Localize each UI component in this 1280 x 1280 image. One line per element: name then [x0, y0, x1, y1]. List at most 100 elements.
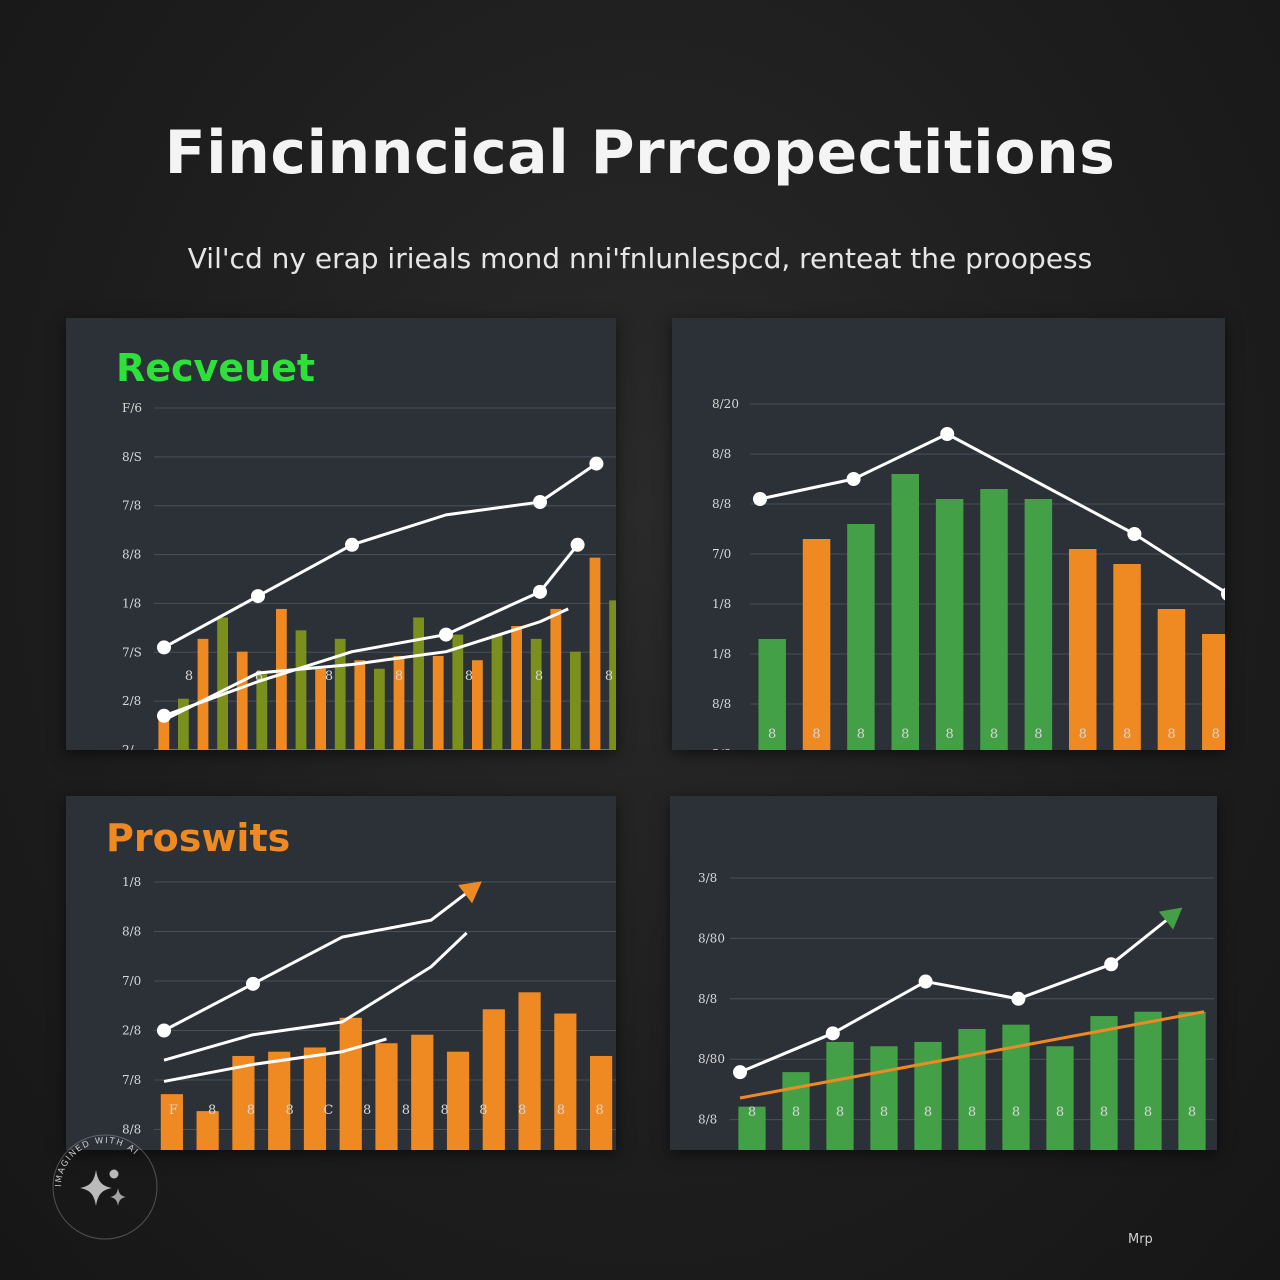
- x-tick-label: 8: [924, 1105, 932, 1120]
- bar: [1024, 499, 1053, 750]
- bar: [1068, 549, 1097, 750]
- bar: [550, 608, 562, 750]
- trend-marker: [753, 492, 767, 506]
- revenue-chart: F/6 8/S 7/8 8/8 1/8 7/S 2/8 2/8 8 8 8 8 8 8: [122, 401, 616, 750]
- bar: [158, 720, 170, 750]
- bar: [295, 630, 307, 750]
- sparkle-icon: [80, 1170, 112, 1206]
- bar: [197, 638, 209, 750]
- x-tick-label: 8: [1144, 1105, 1152, 1120]
- x-tick-label: 8: [325, 669, 333, 684]
- x-tick-label: 8: [812, 727, 820, 742]
- bar: [217, 617, 228, 750]
- x-tick-label: 8: [285, 1103, 293, 1118]
- y-tick-label: 2/8: [122, 694, 141, 708]
- bar: [411, 1034, 434, 1150]
- bar: [980, 489, 1008, 750]
- bar: [1046, 1046, 1074, 1150]
- x-tick-label: 8: [1167, 727, 1175, 742]
- trend-marker: [157, 708, 171, 723]
- trend-marker: [246, 976, 260, 991]
- x-tick-label: 8: [792, 1105, 800, 1120]
- x-tick-label: 8: [479, 1103, 487, 1118]
- bar: [1134, 1011, 1162, 1150]
- bar: [339, 1017, 362, 1150]
- trend-line: [163, 462, 598, 649]
- y-tick-label: 8/8: [122, 548, 141, 562]
- bar: [1090, 1016, 1118, 1150]
- trend-marker: [439, 627, 453, 642]
- page-title: Fincinncical Prrcopectitions: [164, 118, 1116, 188]
- x-tick-label: 8: [1123, 727, 1131, 742]
- bar: [958, 1029, 986, 1150]
- bar: [758, 639, 786, 750]
- profits-chart-title: Proswits: [106, 816, 291, 860]
- top-right-chart-panel: 8/208/88/87/01/81/88/83/81/8088888888888: [672, 318, 1225, 750]
- y-tick-label: 8/8: [122, 1123, 141, 1137]
- ai-badge: IMAGINED WITH AI: [52, 1134, 158, 1240]
- bar: [446, 1051, 470, 1150]
- bar: [870, 1046, 898, 1150]
- y-tick-label: 7/0: [712, 547, 731, 561]
- x-tick-label: 8: [768, 727, 776, 742]
- bar: [256, 673, 268, 750]
- bar: [935, 499, 964, 750]
- bar: [232, 1055, 255, 1150]
- arrow-head-icon: [458, 881, 482, 904]
- x-tick-label: 8: [518, 1103, 526, 1118]
- bar: [589, 557, 601, 750]
- bar: [452, 634, 464, 750]
- sparkle-small-icon: [110, 1188, 126, 1206]
- bar: [530, 638, 542, 750]
- trend-marker: [251, 589, 265, 604]
- bar: [160, 1094, 183, 1150]
- x-tick-label: F: [169, 1103, 178, 1118]
- y-tick-label: 8/S: [122, 450, 142, 464]
- y-tick-label: 8/8: [698, 992, 717, 1006]
- x-tick-label: 8: [557, 1103, 565, 1118]
- bar: [196, 1111, 219, 1150]
- bar: [432, 655, 444, 750]
- y-tick-label: 7/8: [122, 499, 141, 513]
- trend-marker: [345, 537, 359, 552]
- x-tick-label: 8: [901, 727, 909, 742]
- y-tick-label: 3/8: [712, 747, 731, 750]
- y-tick-label: 2/: [122, 743, 135, 750]
- trend-marker: [589, 456, 604, 471]
- bar: [178, 698, 189, 750]
- trend-line: [163, 607, 569, 722]
- y-tick-label: 1/8: [122, 596, 141, 610]
- bar: [303, 1047, 327, 1150]
- bar: [1202, 634, 1225, 750]
- y-tick-label: 8/8: [698, 1113, 717, 1127]
- bar: [354, 660, 366, 750]
- trend-marker: [157, 640, 171, 655]
- bar: [276, 608, 287, 750]
- x-tick-label: 8: [255, 669, 263, 684]
- x-tick-label: 8: [363, 1103, 371, 1118]
- revenue-chart-panel: F/6 8/S 7/8 8/8 1/8 7/S 2/8 2/8 8 8 8 8 8 8 Recveuet: [66, 318, 616, 750]
- revenue-chart-title: Recveuet: [116, 346, 316, 390]
- bar: [413, 617, 424, 750]
- y-tick-label: 7/S: [122, 645, 142, 659]
- bar: [518, 992, 541, 1150]
- bar: [570, 651, 581, 750]
- y-tick-label: 8/8: [712, 447, 731, 461]
- trend-line: [163, 885, 477, 1032]
- x-tick-label: 8: [1056, 1105, 1064, 1120]
- trend-marker: [533, 495, 547, 510]
- bar: [554, 1013, 577, 1150]
- corner-logo: Mrp: [1128, 1232, 1153, 1247]
- x-tick-label: 8: [945, 727, 953, 742]
- bar: [590, 1055, 613, 1150]
- y-tick-label: 8/8: [712, 497, 731, 511]
- x-tick-label: 8: [208, 1103, 216, 1118]
- bar: [268, 1051, 291, 1150]
- bar: [315, 668, 326, 750]
- x-tick-label: 8: [1079, 727, 1087, 742]
- trend-marker: [1104, 957, 1119, 972]
- y-tick-label: 1/8: [712, 647, 731, 661]
- y-tick-label: 3/8: [698, 871, 717, 885]
